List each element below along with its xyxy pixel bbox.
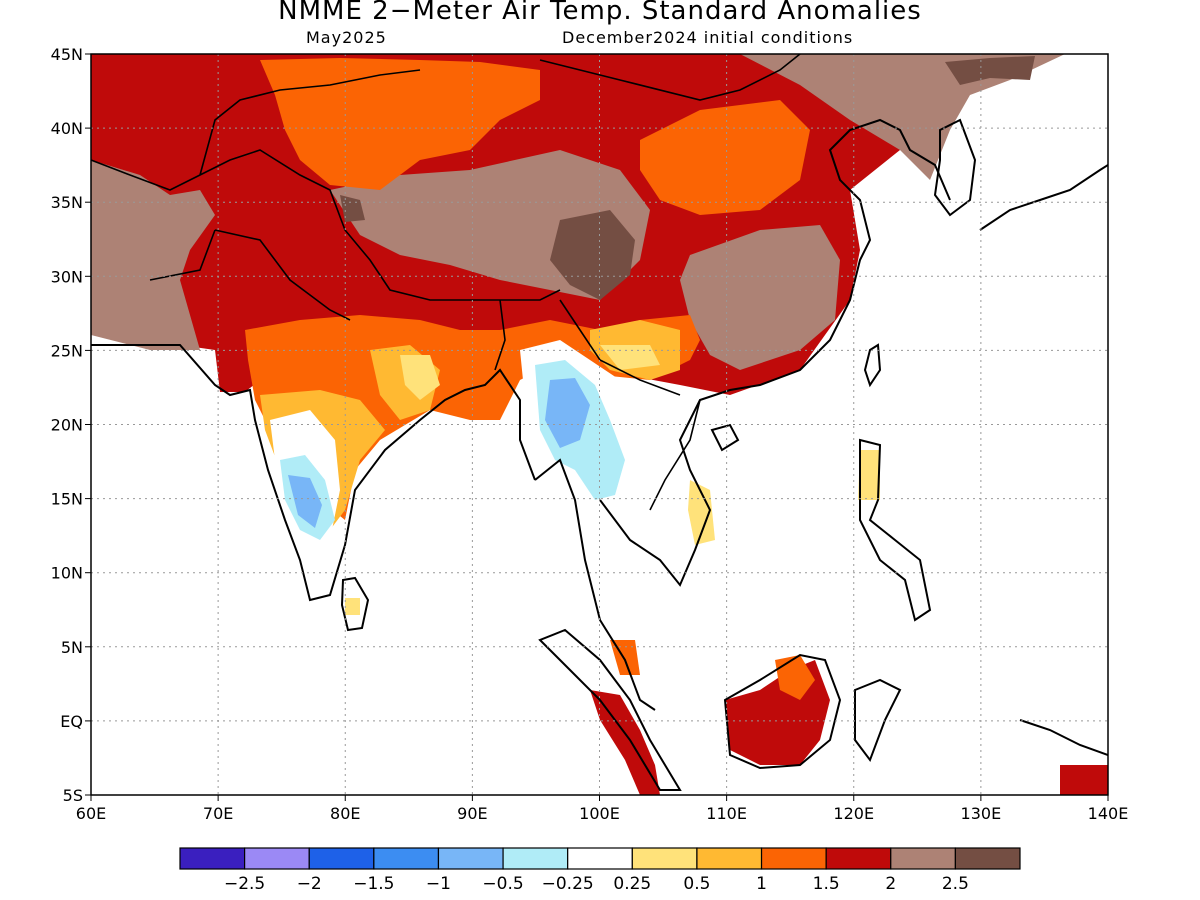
color-bar-label: −0.5	[482, 874, 523, 894]
color-bar-label: 1	[756, 874, 767, 894]
color-bar-label: −1.5	[353, 874, 394, 894]
lat-tick-label: 35N	[51, 193, 83, 212]
anomaly-region-1-1p5-east	[640, 100, 810, 215]
coastline-indochina	[534, 118, 951, 711]
color-bar-swatch	[696, 847, 763, 870]
anomaly-region-0p25-0p5	[400, 355, 440, 400]
color-bar-label: −2.5	[224, 874, 265, 894]
color-bar-label: −1	[426, 874, 451, 894]
lon-tick-label: 90E	[457, 804, 487, 823]
anomaly-region-0p25-0p5-east	[600, 345, 660, 370]
longitude-labels: 60E 70E 80E 90E 100E 110E 120E 130E 140E	[76, 795, 1129, 823]
initial-conditions: December2024 initial conditions	[562, 28, 854, 47]
graticule	[91, 54, 1108, 795]
anomaly-region-gt2p5-kashmir	[340, 195, 365, 222]
lat-tick-label: 40N	[51, 119, 83, 138]
color-bar-label: −0.25	[542, 874, 594, 894]
color-bar-label: −2	[297, 874, 322, 894]
map-title: NMME 2−Meter Air Temp. Standard Anomalie…	[278, 0, 922, 26]
color-bar-swatch	[890, 847, 956, 870]
anomaly-region-philippines	[858, 450, 880, 500]
color-bar-swatch	[373, 847, 440, 870]
anomaly-region-gt2-west	[91, 160, 215, 350]
lon-tick-label: 80E	[330, 804, 360, 823]
lat-tick-label: 5S	[63, 786, 83, 805]
anomaly-region-1-1p5-north	[260, 58, 540, 190]
lat-tick-label: 5N	[61, 638, 83, 657]
lon-tick-label: 100E	[579, 804, 620, 823]
lon-tick-label: 130E	[961, 804, 1002, 823]
coastline-newguinea	[1019, 719, 1108, 756]
color-bar-swatch	[825, 847, 892, 870]
anomaly-region-newguinea	[1060, 765, 1108, 795]
lon-tick-label: 110E	[706, 804, 747, 823]
color-bar-swatch	[179, 847, 246, 870]
coastline-sulawesi	[854, 678, 902, 763]
coastline-borneo	[723, 653, 842, 770]
coastline-sumatra	[538, 628, 682, 791]
color-bar-swatch	[308, 847, 375, 870]
lon-tick-label: 70E	[203, 804, 233, 823]
lat-tick-label: 45N	[51, 45, 83, 64]
color-bar-swatch	[437, 847, 504, 870]
color-bar-label: 0.25	[613, 874, 651, 894]
lon-tick-label: 140E	[1088, 804, 1129, 823]
lat-tick-label: EQ	[60, 712, 83, 731]
color-bar-label: 2	[885, 874, 896, 894]
forecast-month: May2025	[306, 28, 387, 47]
coastline-taiwan	[863, 343, 882, 388]
color-bar-swatch	[244, 847, 310, 870]
lat-tick-label: 30N	[51, 267, 83, 286]
coastline-hainan	[710, 423, 740, 452]
coastline-india	[91, 344, 536, 602]
coastlines	[91, 54, 1108, 791]
color-bar-swatch	[502, 847, 569, 870]
color-bar-label: 1.5	[813, 874, 840, 894]
coastline-srilanka	[340, 576, 370, 632]
lat-tick-label: 25N	[51, 341, 83, 360]
coastline-korea	[933, 118, 977, 217]
color-bar-swatch	[954, 847, 1021, 870]
anomaly-region-gt2-southeast	[680, 225, 840, 370]
color-bar-swatch	[567, 847, 633, 870]
lon-tick-label: 120E	[833, 804, 874, 823]
color-bar-label: 2.5	[942, 874, 969, 894]
color-bar: −2.5 −2 −1.5 −1 −0.5 −0.25 0.25 0.5 1 1.5 2 2.5	[179, 847, 1021, 894]
lat-tick-label: 15N	[51, 490, 83, 509]
color-bar-swatch	[760, 847, 827, 870]
coastline-philippines	[859, 438, 932, 622]
anomaly-region-srilanka	[345, 598, 360, 615]
color-bar-label: 0.5	[683, 874, 710, 894]
lat-tick-label: 20N	[51, 416, 83, 435]
anomaly-region-gt2-northeast	[740, 54, 1065, 180]
anomaly-region-borneo	[725, 660, 830, 765]
coastline-japan	[979, 164, 1108, 231]
anomaly-field	[91, 54, 1108, 795]
anomaly-region-sumatra	[590, 690, 660, 795]
latitude-labels: 45N 40N 35N 30N 25N 20N 15N 10N 5N EQ 5S	[51, 45, 91, 805]
lon-tick-label: 60E	[76, 804, 106, 823]
anomaly-region-gt2p5-central	[550, 210, 635, 300]
anomaly-region-0p25-0p5-coast	[688, 480, 715, 545]
lat-tick-label: 10N	[51, 564, 83, 583]
anomaly-region-neg0p5-2	[545, 378, 590, 448]
anomaly-region-gt2p5-manchuria	[945, 56, 1035, 85]
anomaly-region-sumatra-orange	[610, 640, 640, 675]
anomaly-region-borneo-orange	[775, 655, 815, 700]
color-bar-swatch	[631, 847, 698, 870]
anomaly-region-neg0p5	[288, 475, 322, 528]
